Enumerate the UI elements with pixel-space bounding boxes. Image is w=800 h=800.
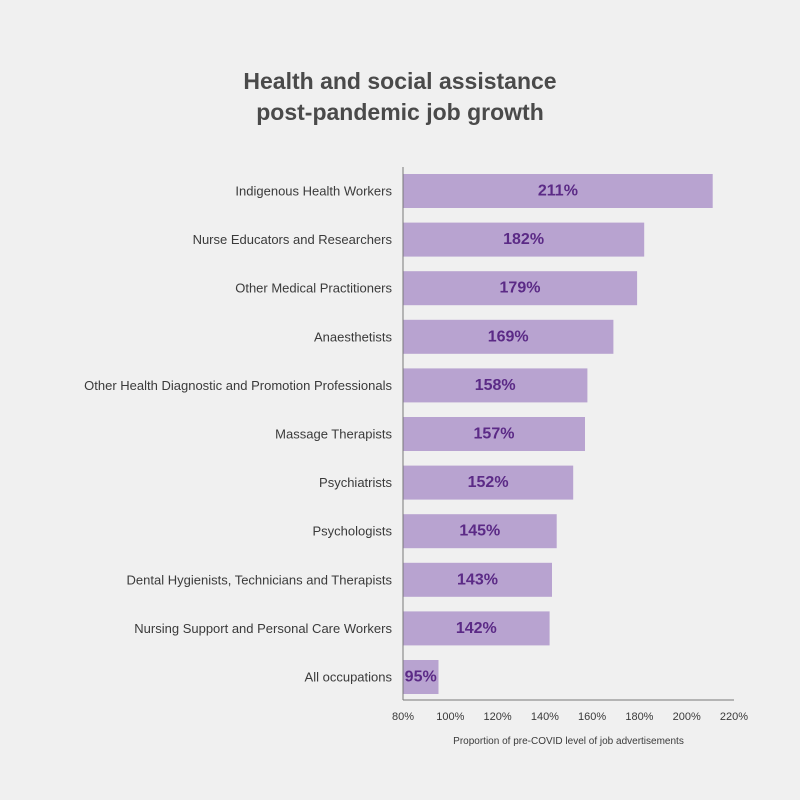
bar [403, 319, 614, 354]
bar [403, 174, 713, 208]
value-label: 143% [457, 571, 498, 588]
value-label: 211% [538, 183, 578, 200]
bar [403, 222, 645, 257]
category-label: Other Medical Practitioners [235, 281, 392, 296]
chart-title-line-1: Health and social assistance [243, 68, 557, 94]
bar [403, 465, 574, 500]
bar [403, 271, 638, 306]
x-tick-label: 200% [673, 711, 701, 723]
x-tick-label: 100% [436, 711, 464, 723]
value-label: 157% [474, 426, 515, 443]
chart-title-line-2: post-pandemic job growth [256, 99, 544, 125]
value-label: 152% [468, 474, 509, 491]
bar [403, 514, 557, 549]
category-label: Indigenous Health Workers [235, 184, 392, 199]
bar [403, 660, 439, 694]
x-tick-label: 180% [625, 711, 653, 723]
chart-title: Health and social assistance post-pandem… [0, 66, 800, 128]
category-label: Other Health Diagnostic and Promotion Pr… [84, 378, 392, 393]
bar [403, 417, 585, 451]
category-label: Massage Therapists [275, 427, 392, 442]
category-label: Anaesthetists [314, 329, 393, 344]
bar [403, 611, 550, 646]
bar [403, 368, 588, 403]
x-tick-label: 120% [484, 711, 512, 723]
category-label: Dental Hygienists, Technicians and Thera… [127, 572, 393, 587]
x-tick-label: 80% [392, 711, 414, 723]
category-label: Psychiatrists [319, 475, 392, 490]
x-axis-title: Proportion of pre-COVID level of job adv… [453, 736, 684, 747]
value-label: 95% [405, 669, 437, 686]
x-tick-label: 160% [578, 711, 606, 723]
category-label: All occupations [305, 670, 393, 685]
category-label: Nurse Educators and Researchers [193, 232, 393, 247]
value-label: 179% [500, 280, 541, 297]
value-label: 182% [503, 231, 544, 248]
value-label: 145% [459, 523, 500, 540]
value-label: 158% [475, 377, 516, 394]
category-label: Nursing Support and Personal Care Worker… [134, 621, 392, 636]
value-label: 169% [488, 328, 529, 345]
value-label: 142% [456, 620, 497, 637]
x-tick-label: 140% [531, 711, 559, 723]
bar [403, 562, 552, 597]
x-tick-label: 220% [720, 711, 748, 723]
category-label: Psychologists [313, 524, 393, 539]
